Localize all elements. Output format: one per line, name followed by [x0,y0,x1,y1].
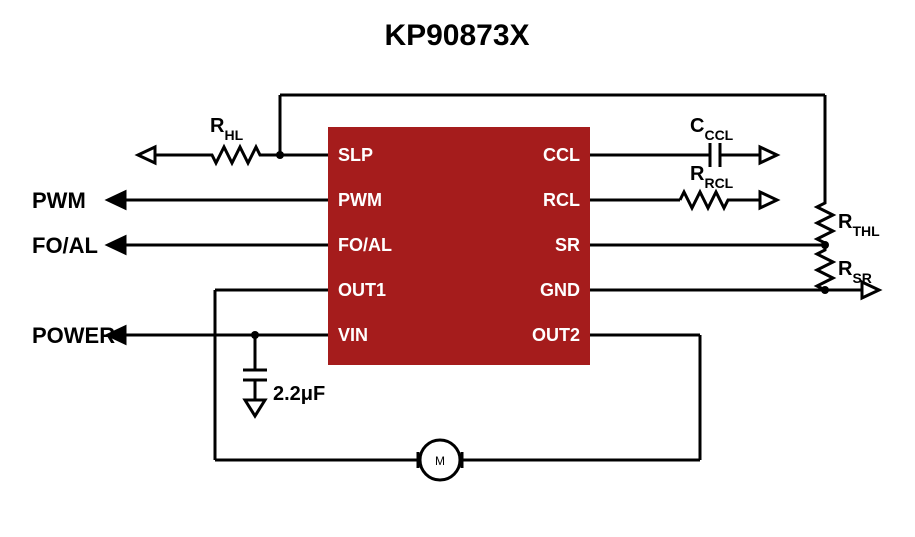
arrow-pwm [108,192,125,208]
label-cccl: CCCL [690,115,734,143]
pin-slp: SLP [338,145,373,165]
arrow-ccl [760,147,777,163]
label-power: POWER [32,323,115,348]
arrow-slp [138,147,155,163]
motor-letter: M [435,454,445,468]
circuit-diagram: KP90873X SLP PWM FO/AL OUT1 VIN CCL RCL … [0,0,915,537]
node-slp [276,151,284,159]
label-foal: FO/AL [32,233,98,258]
arrow-gnd [862,282,879,298]
pin-out1: OUT1 [338,280,386,300]
arrow-rcl [760,192,777,208]
label-rthl: RTHL [838,211,880,239]
pin-rcl: RCL [543,190,580,210]
label-pwm: PWM [32,188,86,213]
pin-pwm: PWM [338,190,382,210]
arrow-foal [108,237,125,253]
node-vin [251,331,259,339]
resistor-rcl [680,192,745,208]
resistor-rhl [195,147,280,163]
resistor-rthl [817,198,833,245]
pin-out2: OUT2 [532,325,580,345]
label-rhl: RHL [210,115,244,143]
label-rsr: RSR [838,258,872,286]
chip-title: KP90873X [384,19,529,52]
pin-vin: VIN [338,325,368,345]
node-gnd [821,286,829,294]
label-rrcl: RRCL [690,163,734,191]
pin-sr: SR [555,235,580,255]
label-capval: 2.2μF [273,383,325,405]
resistor-rsr [817,245,833,290]
pin-foal: FO/AL [338,235,392,255]
pin-ccl: CCL [543,145,580,165]
pin-gnd: GND [540,280,580,300]
ground-cap [245,400,265,416]
